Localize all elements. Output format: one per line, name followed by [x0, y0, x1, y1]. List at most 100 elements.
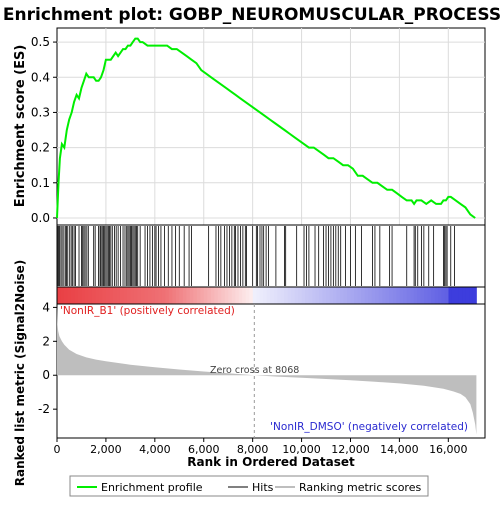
rank-color-band-segment [203, 287, 208, 304]
rank-color-band-segment [242, 287, 247, 304]
es-y-tick-label: 0.4 [31, 70, 50, 84]
enrichment-profile-line [56, 37, 476, 219]
rank-color-band-segment [70, 287, 75, 304]
rank-color-band-segment [172, 287, 177, 304]
rank-color-band-segment [294, 287, 299, 304]
rank-color-band-segment [340, 287, 345, 304]
rank-color-band-segment [417, 287, 421, 304]
rank-color-band-segment [319, 287, 324, 304]
rank-color-band-segment [88, 287, 93, 304]
rank-color-band-segment [389, 287, 393, 304]
rank-color-band-segment [333, 287, 338, 304]
rank-color-band [57, 287, 477, 304]
rank-color-band-segment [259, 287, 264, 304]
rank-color-band-segment [424, 287, 428, 304]
rank-color-band-segment [105, 287, 110, 304]
legend-hits-label: Hits [252, 481, 274, 494]
rank-color-band-segment [165, 287, 170, 304]
rank-color-band-segment [168, 287, 173, 304]
rank-color-band-segment [77, 287, 82, 304]
rank-color-band-segment [399, 287, 404, 304]
rank-color-band-segment [116, 287, 121, 304]
rank-color-band-segment [200, 287, 205, 304]
rank-color-band-segment [144, 287, 149, 304]
rank-color-band-segment [249, 287, 254, 304]
rank-color-band-segment [326, 287, 331, 304]
rank-color-band-segment [298, 287, 303, 304]
rank-color-band-segment [308, 287, 313, 304]
rank-color-band-segment [245, 287, 250, 304]
rank-color-band-segment [437, 287, 442, 304]
rank-color-band-segment [462, 287, 467, 304]
rank-color-band-segment [235, 287, 240, 304]
rank-color-band-segment [385, 287, 390, 304]
rank-color-band-segment [224, 287, 229, 304]
rank-color-band-segment [126, 287, 131, 304]
rank-color-band-segment [455, 287, 460, 304]
rank-color-band-segment [217, 287, 222, 304]
rank-color-band-segment [343, 287, 348, 304]
rank-color-band-segment [403, 287, 407, 304]
rank-color-band-segment [322, 287, 327, 304]
rank-color-band-segment [371, 287, 376, 304]
rank-color-band-segment [102, 287, 107, 304]
rank-color-band-segment [392, 287, 397, 304]
hits-panel-frame [56, 224, 486, 288]
x-tick-label: 6,000 [188, 443, 220, 456]
rank-color-band-segment [301, 287, 306, 304]
rank-color-band-segment [112, 287, 117, 304]
rank-color-band-segment [158, 287, 163, 304]
rank-color-band-segment [431, 287, 435, 304]
rank-color-band-segment [196, 287, 201, 304]
rank-color-band-segment [350, 287, 355, 304]
rank-color-band-segment [252, 287, 257, 304]
rank-color-band-segment [57, 287, 61, 304]
rank-color-band-segment [396, 287, 400, 304]
es-y-tick-label: 0.1 [31, 176, 50, 190]
rank-color-band-segment [287, 287, 292, 304]
rank-color-band-segment [472, 287, 477, 304]
rank-color-band-segment [444, 287, 449, 304]
es-y-tick-label: 0.5 [31, 35, 50, 49]
negative-correlation-label: 'NonIR_DMSO' (negatively correlated) [270, 421, 468, 433]
rank-color-band-segment [378, 287, 383, 304]
es-y-tick-label: 0.3 [31, 105, 50, 119]
rank-color-band-segment [305, 287, 310, 304]
rank-color-band-segment [451, 287, 456, 304]
es-panel-frame [56, 27, 486, 226]
rank-color-band-segment [354, 287, 358, 304]
rank-color-band-segment [448, 287, 453, 304]
rank-color-band-segment [347, 287, 352, 304]
rank-color-band-segment [63, 287, 68, 304]
metric-y-ticks: -2 0 2 4 [38, 300, 57, 416]
rank-color-band-segment [277, 287, 282, 304]
x-tick-label: 14,000 [380, 443, 419, 456]
rank-color-band-segment [364, 287, 369, 304]
rank-color-band-segment [420, 287, 425, 304]
rank-color-band-segment [357, 287, 362, 304]
metric-y-axis-label: Ranked list metric (Signal2Noise) [13, 260, 27, 487]
rank-color-band-segment [119, 287, 124, 304]
x-tick-label: 10,000 [282, 443, 321, 456]
rank-color-band-segment [410, 287, 414, 304]
rank-color-band-segment [375, 287, 379, 304]
rank-color-band-segment [95, 287, 100, 304]
rank-color-band-segment [154, 287, 159, 304]
rank-color-band-segment [273, 287, 278, 304]
rank-color-band-segment [315, 287, 320, 304]
rank-color-band-segment [186, 287, 191, 304]
rank-color-band-segment [140, 287, 145, 304]
rank-color-band-segment [74, 287, 79, 304]
metric-y-tick-label: 2 [42, 334, 50, 348]
x-tick-label: 0 [54, 443, 61, 456]
rank-color-band-segment [368, 287, 372, 304]
legend-metric-label: Ranking metric scores [299, 481, 421, 494]
rank-color-band-segment [137, 287, 142, 304]
rank-color-band-segment [130, 287, 135, 304]
rank-color-band-segment [458, 287, 463, 304]
rank-color-band-segment [67, 287, 72, 304]
legend-enrichment-label: Enrichment profile [101, 481, 203, 494]
rank-color-band-segment [60, 287, 65, 304]
